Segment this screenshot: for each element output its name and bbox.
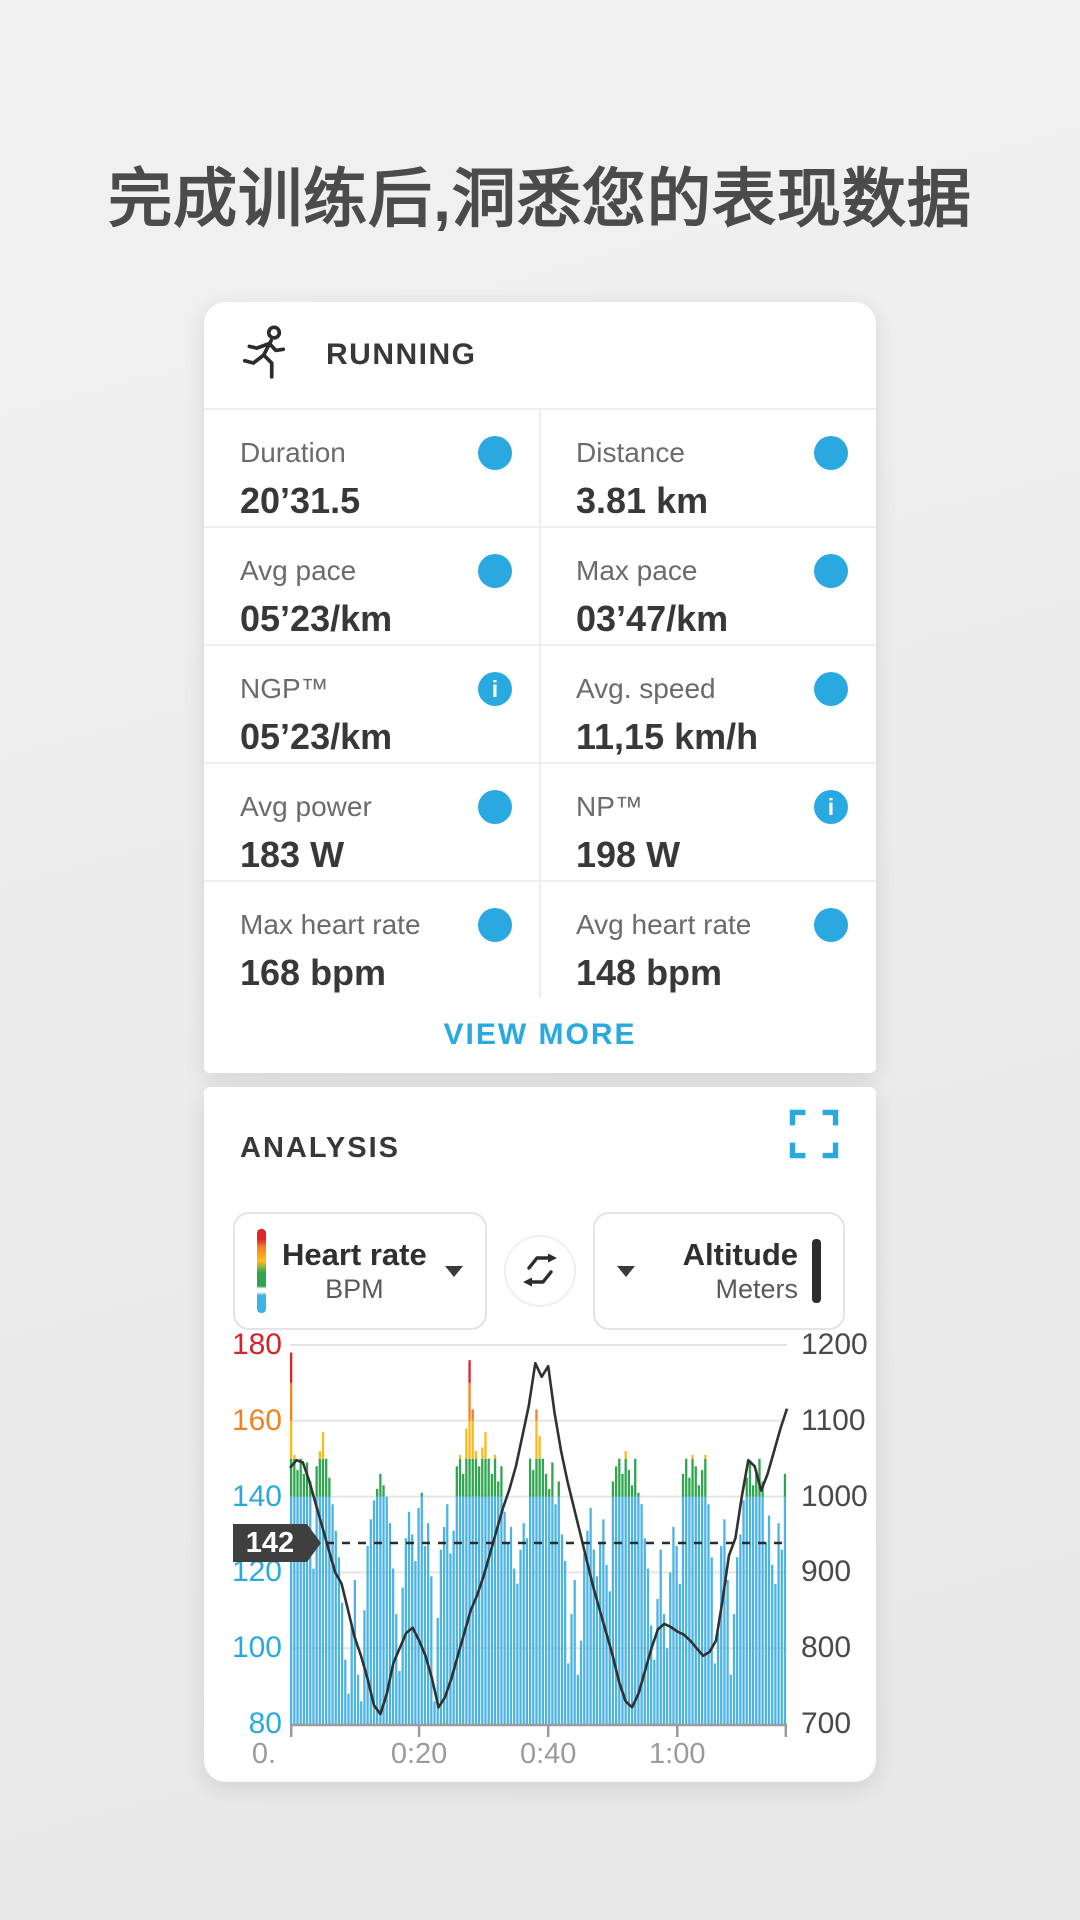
page-title: 完成训练后,洞悉您的表现数据 xyxy=(108,163,972,235)
right-axis-tick: 800 xyxy=(801,1631,852,1665)
right-axis-tick: 900 xyxy=(801,1555,852,1589)
left-axis-labels: 80 100 120 140 160 180 xyxy=(204,1328,282,1740)
stat-label: NP™ xyxy=(576,791,643,822)
stat-label: Max pace xyxy=(576,555,698,586)
swap-arrows-icon xyxy=(518,1248,562,1295)
info-icon[interactable] xyxy=(814,908,848,942)
stat-cell: Avg heart rate 148 bpm xyxy=(540,880,876,998)
activity-summary-card: RUNNING Duration 20’31.5 Distance 3.81 k… xyxy=(204,302,876,1073)
stat-value: 3.81 km xyxy=(576,480,709,521)
right-selector-text: Altitude Meters xyxy=(683,1237,798,1305)
view-more-button[interactable]: VIEW MORE xyxy=(204,998,876,1072)
x-axis-labels: 0. 0:20 0:40 1:00 xyxy=(252,1738,787,1774)
x-axis-tick: 0:40 xyxy=(519,1738,577,1770)
x-axis-partial-label: 0. xyxy=(251,1738,277,1770)
right-selector-title: Altitude xyxy=(682,1237,798,1272)
hr-zone-gradient-icon xyxy=(257,1229,266,1313)
altitude-bar-icon xyxy=(812,1239,821,1303)
chevron-down-icon xyxy=(445,1265,463,1277)
running-icon xyxy=(240,324,296,386)
stat-value: 198 W xyxy=(576,834,681,875)
stat-label: Avg power xyxy=(240,791,372,822)
right-series-selector[interactable]: Altitude Meters xyxy=(593,1212,845,1330)
activity-header: RUNNING xyxy=(204,302,876,408)
info-icon[interactable] xyxy=(814,554,848,588)
activity-type-label: RUNNING xyxy=(326,338,477,371)
stat-cell: Avg. speed 11,15 km/h xyxy=(540,644,876,762)
fullscreen-brackets-icon xyxy=(786,1109,842,1165)
stat-value: 148 bpm xyxy=(576,952,723,993)
stat-cell: Avg power 183 W xyxy=(204,762,540,880)
analysis-plot[interactable] xyxy=(289,1344,789,1738)
x-axis-tick: 1:00 xyxy=(649,1738,706,1770)
stat-value: 05’23/km xyxy=(240,598,393,639)
stat-value: 05’23/km xyxy=(240,716,393,757)
x-axis xyxy=(289,1723,788,1737)
stat-value: 168 bpm xyxy=(240,952,387,993)
left-series-selector[interactable]: Heart rate BPM xyxy=(233,1212,487,1330)
avg-hr-badge: 142 xyxy=(233,1524,321,1562)
left-selector-title: Heart rate xyxy=(282,1237,427,1272)
stat-cell: Duration 20’31.5 xyxy=(204,408,540,526)
left-axis-tick: 160 xyxy=(231,1403,282,1437)
left-axis-tick: 140 xyxy=(231,1479,282,1513)
info-icon[interactable] xyxy=(478,908,512,942)
info-icon[interactable] xyxy=(814,672,848,706)
stat-value: 183 W xyxy=(240,834,345,875)
stat-value: 20’31.5 xyxy=(240,480,361,521)
stat-label: Avg pace xyxy=(240,555,357,586)
stats-column-divider xyxy=(539,408,541,998)
info-icon[interactable]: i xyxy=(814,790,848,824)
analysis-title: ANALYSIS xyxy=(240,1132,400,1164)
chevron-down-icon xyxy=(617,1265,635,1277)
right-axis-labels: 700 800 900 1000 1100 1200 xyxy=(801,1328,876,1740)
left-selector-subtitle: BPM xyxy=(325,1274,384,1304)
info-icon[interactable] xyxy=(478,554,512,588)
stat-label: Distance xyxy=(576,437,685,468)
stat-cell: Distance 3.81 km xyxy=(540,408,876,526)
left-selector-text: Heart rate BPM xyxy=(282,1237,427,1305)
right-axis-tick: 700 xyxy=(801,1707,852,1740)
info-icon[interactable] xyxy=(478,436,512,470)
heart-rate-bars xyxy=(290,1352,787,1724)
stat-cell: NP™ i 198 W xyxy=(540,762,876,880)
altitude-line xyxy=(289,1361,789,1716)
stat-label: Avg heart rate xyxy=(576,909,752,940)
expand-chart-button[interactable] xyxy=(784,1105,844,1165)
stat-cell: Avg pace 05’23/km xyxy=(204,526,540,644)
left-axis-tick: 180 xyxy=(231,1328,282,1361)
right-selector-subtitle: Meters xyxy=(715,1274,798,1304)
stat-label: Duration xyxy=(240,437,346,468)
stat-cell: Max heart rate 168 bpm xyxy=(204,880,540,998)
info-icon[interactable]: i xyxy=(478,672,512,706)
stat-cell: Max pace 03’47/km xyxy=(540,526,876,644)
stats-grid: Duration 20’31.5 Distance 3.81 km Avg pa… xyxy=(204,408,876,998)
stat-cell: NGP™ i 05’23/km xyxy=(204,644,540,762)
left-axis-tick: 80 xyxy=(248,1707,282,1740)
info-icon[interactable] xyxy=(814,436,848,470)
stat-label: Max heart rate xyxy=(240,909,421,940)
stat-value: 03’47/km xyxy=(576,598,729,639)
stat-label: NGP™ xyxy=(240,673,329,704)
x-axis-tick: 0:20 xyxy=(390,1738,448,1770)
right-axis-tick: 1200 xyxy=(801,1328,868,1361)
right-axis-tick: 1100 xyxy=(801,1403,866,1437)
swap-series-button[interactable] xyxy=(504,1235,576,1307)
info-icon[interactable] xyxy=(478,790,512,824)
analysis-card: ANALYSIS Heart rate BPM xyxy=(204,1087,876,1782)
left-axis-tick: 100 xyxy=(231,1631,282,1665)
stat-label: Avg. speed xyxy=(576,673,716,704)
stat-value: 11,15 km/h xyxy=(576,716,759,757)
right-axis-tick: 1000 xyxy=(801,1479,868,1513)
